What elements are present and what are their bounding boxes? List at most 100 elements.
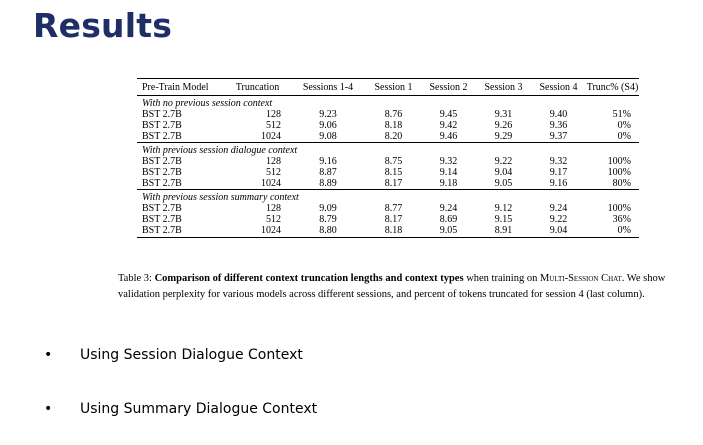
cell-model: BST 2.7B <box>142 131 182 142</box>
cell-session-4: 9.22 <box>549 214 568 225</box>
bullet-dot-icon: • <box>44 347 53 363</box>
cell-truncation: 128 <box>266 109 281 120</box>
table-caption: Table 3: Comparison of different context… <box>118 271 666 302</box>
cell-trunc-s4: 100% <box>607 167 631 178</box>
cell-truncation: 1024 <box>225 225 290 238</box>
caption-text-1: when training on <box>463 273 540 284</box>
cell-sessions-1-4: 8.87 <box>319 167 337 178</box>
header-session-2: Session 2 <box>421 78 476 96</box>
table-group-label-row: With previous session dialogue context <box>137 142 639 156</box>
cell-sessions-1-4: 9.09 <box>319 203 337 214</box>
cell-sessions-1-4: 9.23 <box>319 109 337 120</box>
bullet-item-session-dialogue: • Using Session Dialogue Context <box>44 347 303 363</box>
table-row: BST 2.7B 512 9.06 8.18 9.42 9.26 9.36 0% <box>137 120 639 131</box>
cell-sessions-1-4: 8.89 <box>319 178 337 189</box>
cell-session-3: 9.04 <box>494 167 513 178</box>
cell-truncation: 1024 <box>261 178 281 189</box>
cell-sessions-1-4: 9.08 <box>319 131 337 142</box>
group-label: With no previous session context <box>142 98 273 109</box>
header-session-1: Session 1 <box>366 78 421 96</box>
table-group-label-row: With previous session summary context <box>137 189 639 203</box>
caption-dataset-name: Multi-Session Chat <box>539 273 622 284</box>
cell-session-1: 8.18 <box>366 225 421 238</box>
bullet-item-summary-dialogue: • Using Summary Dialogue Context <box>44 401 317 417</box>
cell-session-4: 9.04 <box>531 225 586 238</box>
results-table: Pre-Train Model Truncation Sessions 1-4 … <box>137 78 639 238</box>
cell-session-1: 8.18 <box>384 120 403 131</box>
cell-truncation: 1024 <box>261 131 281 142</box>
cell-session-3: 9.31 <box>494 109 513 120</box>
cell-session-1: 8.75 <box>384 156 403 167</box>
table-row: BST 2.7B 1024 8.80 8.18 9.05 8.91 9.04 0% <box>137 225 639 238</box>
cell-session-1: 8.15 <box>384 167 403 178</box>
cell-model: BST 2.7B <box>142 120 182 131</box>
table-row: BST 2.7B 128 9.16 8.75 9.32 9.22 9.32 100% <box>137 156 639 167</box>
cell-model: BST 2.7B <box>142 167 182 178</box>
table-row: BST 2.7B 1024 8.89 8.17 9.18 9.05 9.16 80% <box>137 178 639 190</box>
table-group-label-row: With no previous session context <box>137 96 639 110</box>
header-truncation: Truncation <box>225 78 290 96</box>
caption-bold-title: Comparison of different context truncati… <box>154 273 464 284</box>
cell-trunc-s4: 51% <box>612 109 631 120</box>
header-sessions-1-4: Sessions 1-4 <box>290 78 366 96</box>
cell-trunc-s4: 80% <box>612 178 631 189</box>
cell-session-1: 8.20 <box>384 131 403 142</box>
cell-truncation: 128 <box>266 203 281 214</box>
cell-trunc-s4: 36% <box>612 214 631 225</box>
table-header-row: Pre-Train Model Truncation Sessions 1-4 … <box>137 78 639 96</box>
cell-model: BST 2.7B <box>137 225 225 238</box>
cell-session-2: 9.05 <box>421 225 476 238</box>
cell-truncation: 128 <box>266 156 281 167</box>
table-row: BST 2.7B 128 9.23 8.76 9.45 9.31 9.40 51% <box>137 109 639 120</box>
cell-model: BST 2.7B <box>142 109 182 120</box>
cell-session-4: 9.40 <box>549 109 568 120</box>
cell-session-2: 9.42 <box>439 120 458 131</box>
cell-truncation: 512 <box>266 214 281 225</box>
cell-session-3: 9.12 <box>494 203 513 214</box>
results-table-container: Pre-Train Model Truncation Sessions 1-4 … <box>137 78 639 238</box>
cell-sessions-1-4: 8.80 <box>290 225 366 238</box>
cell-session-1: 8.17 <box>384 214 403 225</box>
caption-text-2: . We show validation perplexity for vari… <box>118 273 666 300</box>
cell-session-4: 9.16 <box>549 178 568 189</box>
cell-sessions-1-4: 9.16 <box>319 156 337 167</box>
bullet-text: Using Summary Dialogue Context <box>80 401 318 417</box>
cell-session-3: 9.29 <box>494 131 513 142</box>
cell-session-4: 9.36 <box>549 120 568 131</box>
cell-trunc-s4: 0% <box>617 120 631 131</box>
table-row: BST 2.7B 1024 9.08 8.20 9.46 9.29 9.37 0% <box>137 131 639 143</box>
cell-session-3: 9.22 <box>494 156 513 167</box>
header-trunc-s4: Trunc% (S4) <box>586 78 639 96</box>
cell-session-2: 9.45 <box>439 109 458 120</box>
slide-title: Results <box>33 6 173 45</box>
cell-session-2: 8.69 <box>439 214 458 225</box>
bullet-text: Using Session Dialogue Context <box>80 347 303 363</box>
cell-session-4: 9.17 <box>549 167 568 178</box>
header-session-3: Session 3 <box>476 78 531 96</box>
cell-session-4: 9.32 <box>549 156 568 167</box>
header-pretrain-model: Pre-Train Model <box>137 78 225 96</box>
cell-truncation: 512 <box>266 120 281 131</box>
cell-trunc-s4: 100% <box>607 203 631 214</box>
caption-label: Table 3: <box>118 273 155 284</box>
cell-model: BST 2.7B <box>142 203 182 214</box>
cell-trunc-s4: 0% <box>586 225 639 238</box>
cell-session-1: 8.17 <box>384 178 403 189</box>
table-row: BST 2.7B 512 8.87 8.15 9.14 9.04 9.17 100% <box>137 167 639 178</box>
cell-session-2: 9.14 <box>439 167 458 178</box>
cell-session-2: 9.24 <box>439 203 458 214</box>
cell-session-2: 9.32 <box>439 156 458 167</box>
cell-sessions-1-4: 9.06 <box>319 120 337 131</box>
cell-session-3: 8.91 <box>476 225 531 238</box>
bullet-dot-icon: • <box>44 401 53 417</box>
cell-session-1: 8.76 <box>384 109 403 120</box>
cell-trunc-s4: 0% <box>617 131 631 142</box>
cell-session-2: 9.46 <box>439 131 458 142</box>
cell-session-1: 8.77 <box>384 203 403 214</box>
group-label: With previous session dialogue context <box>137 142 639 156</box>
cell-session-4: 9.37 <box>549 131 568 142</box>
cell-trunc-s4: 100% <box>607 156 631 167</box>
cell-model: BST 2.7B <box>142 156 182 167</box>
cell-session-3: 9.26 <box>494 120 513 131</box>
table-row: BST 2.7B 512 8.79 8.17 8.69 9.15 9.22 36% <box>137 214 639 225</box>
